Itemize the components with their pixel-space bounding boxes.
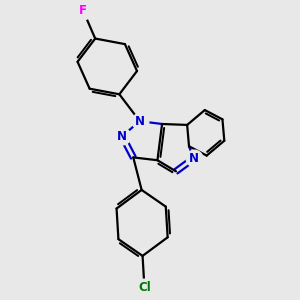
Text: F: F xyxy=(79,4,87,17)
Text: Cl: Cl xyxy=(138,281,151,294)
Text: N: N xyxy=(135,115,145,128)
Text: N: N xyxy=(189,152,199,165)
Text: N: N xyxy=(117,130,127,142)
